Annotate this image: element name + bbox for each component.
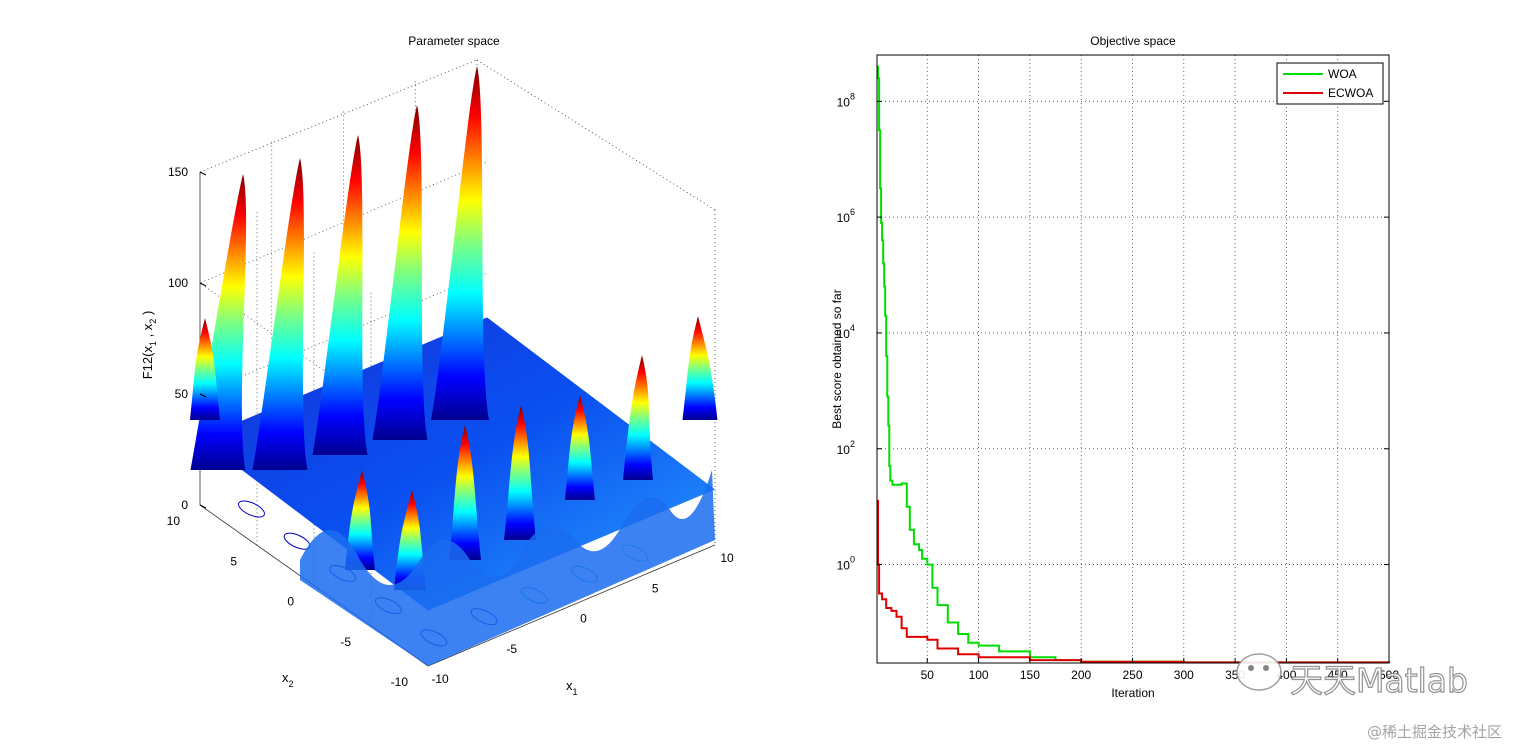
x-tick-label: 50 xyxy=(921,668,935,682)
x-tick-label: 450 xyxy=(1328,668,1348,682)
surface-front xyxy=(300,470,715,666)
right-plot-title: Objective space xyxy=(1090,34,1176,48)
z-tick-mark xyxy=(199,171,207,176)
surface-peak xyxy=(252,158,308,470)
series-line-woa xyxy=(877,65,1390,664)
y-axis-label: x2 xyxy=(282,670,294,689)
y-tick-label: 108 xyxy=(837,91,855,109)
y-tick-label: 5 xyxy=(230,554,237,568)
z-tick-label: 0 xyxy=(181,498,188,512)
surface-peak xyxy=(345,470,375,570)
z-tick-mark xyxy=(199,393,207,398)
series-lines xyxy=(877,65,1390,664)
x-axis-ticks: 50 100 150 200 250 300 350 400 450 500 xyxy=(921,658,1399,682)
z-axis-ticks: 0 50 100 150 xyxy=(168,165,207,512)
y-tick-label: -5 xyxy=(340,635,351,649)
y-tick-label: 0 xyxy=(287,595,294,609)
x-tick-label: 250 xyxy=(1122,668,1142,682)
legend: WOA ECWOA xyxy=(1276,62,1384,105)
plot-frame xyxy=(876,54,1390,664)
x-tick-label: 200 xyxy=(1071,668,1091,682)
y-tick-label: 102 xyxy=(837,439,855,457)
surface-peak xyxy=(682,316,718,420)
y-axis-label: Best score obtained so far xyxy=(830,289,844,428)
x-tick-label: 5 xyxy=(652,581,659,595)
watermark: 天天Matlab @稀土掘金技术社区 xyxy=(1236,653,1502,741)
surface-peak xyxy=(190,318,220,420)
x-axis-label: Iteration xyxy=(1111,686,1154,700)
objective-space-plot: Objective space 50 100 150 200 250 300 350 400 4… xyxy=(830,34,1399,700)
y-tick-label: 100 xyxy=(837,555,855,573)
z-tick-label: 50 xyxy=(175,387,189,401)
z-tick-mark xyxy=(199,282,207,287)
watermark-site: @稀土掘金技术社区 xyxy=(1367,723,1502,741)
y-axis-ticks: 100 102 104 106 108 xyxy=(837,91,1389,573)
surface-peak xyxy=(623,355,653,480)
legend-box xyxy=(1276,62,1384,105)
watermark-brand: 天天Matlab xyxy=(1290,661,1468,700)
surface-peak xyxy=(504,405,536,540)
series-line-ecwoa xyxy=(877,499,1390,664)
y-axis-ticks: -10 -5 0 5 10 xyxy=(167,514,409,689)
z-axis-label: F12(x1 , x2 ) xyxy=(140,311,158,380)
left-plot-title: Parameter space xyxy=(408,34,500,48)
surface-peak xyxy=(312,135,368,455)
y-tick-label: 10 xyxy=(167,514,181,528)
wechat-icon xyxy=(1236,653,1282,691)
legend-label-woa: WOA xyxy=(1328,67,1357,81)
x-tick-label: 0 xyxy=(580,612,587,626)
surface-peak xyxy=(372,105,428,440)
y-tick-label: 104 xyxy=(837,323,855,341)
z-tick-mark xyxy=(199,504,207,509)
x-axis-line xyxy=(427,544,716,667)
z-tick-label: 150 xyxy=(168,165,188,179)
y-tick-label: 106 xyxy=(837,207,855,225)
x-tick-label: -5 xyxy=(506,642,517,656)
x-tick-label: 500 xyxy=(1379,668,1399,682)
contour-line xyxy=(238,500,265,518)
x-axis-ticks: -10 -5 0 5 10 xyxy=(431,551,734,686)
surface-peak xyxy=(565,395,595,500)
x-tick-label: 100 xyxy=(969,668,989,682)
x-axis-label: x1 xyxy=(566,678,578,697)
y-tick-label: -10 xyxy=(391,675,409,689)
z-tick-label: 100 xyxy=(168,276,188,290)
legend-label-ecwoa: ECWOA xyxy=(1328,86,1373,100)
surface xyxy=(190,66,718,666)
x-tick-label: 10 xyxy=(720,551,734,565)
surface-peak xyxy=(449,425,481,560)
x-tick-label: 150 xyxy=(1020,668,1040,682)
x-tick-label: 300 xyxy=(1174,668,1194,682)
surface-peak xyxy=(190,174,247,470)
plot-area xyxy=(877,55,1389,663)
surface-peak xyxy=(431,66,489,420)
x-tick-label: -10 xyxy=(431,672,449,686)
